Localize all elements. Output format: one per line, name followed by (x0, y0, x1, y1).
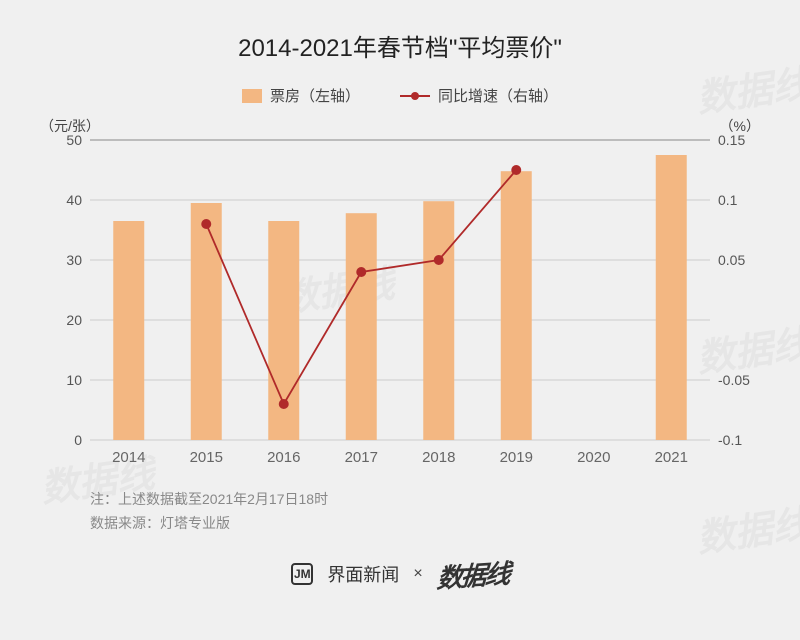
svg-text:10: 10 (66, 372, 82, 388)
footer-sep: × (413, 565, 422, 583)
legend-line-label: 同比增速（右轴） (438, 85, 558, 106)
bar (191, 203, 222, 440)
line-marker (434, 255, 444, 265)
brand2-label: 数据线 (435, 553, 509, 595)
bar (501, 171, 532, 440)
bar (113, 221, 144, 440)
bar (656, 155, 687, 440)
note-line-1: 注：上述数据截至2021年2月17日18时 (90, 488, 800, 512)
y-right-unit: （%） (720, 116, 760, 136)
brand1-icon: JM (291, 563, 313, 585)
legend: 票房（左轴） 同比增速（右轴） (0, 85, 800, 106)
svg-text:0.05: 0.05 (718, 252, 745, 268)
line-marker (356, 267, 366, 277)
svg-text:2017: 2017 (345, 449, 378, 466)
svg-text:20: 20 (66, 312, 82, 328)
svg-text:-0.1: -0.1 (718, 432, 742, 448)
svg-text:30: 30 (66, 252, 82, 268)
notes: 注：上述数据截至2021年2月17日18时 数据来源：灯塔专业版 (90, 488, 800, 536)
chart-svg: 01020304050-0.1-0.050.050.10.15201420152… (40, 116, 760, 470)
bar (346, 213, 377, 440)
y-left-unit: （元/张） (40, 116, 100, 136)
legend-line: 同比增速（右轴） (400, 85, 558, 106)
bar (423, 201, 454, 440)
svg-text:-0.05: -0.05 (718, 372, 750, 388)
svg-text:2014: 2014 (112, 449, 145, 466)
svg-text:0: 0 (74, 432, 82, 448)
svg-text:40: 40 (66, 192, 82, 208)
line-swatch (400, 95, 430, 97)
chart-area: （元/张） （%） 01020304050-0.1-0.050.050.10.1… (40, 116, 760, 470)
brand1-label: 界面新闻 (327, 561, 399, 587)
svg-text:2019: 2019 (500, 449, 533, 466)
note-line-2: 数据来源：灯塔专业版 (90, 512, 800, 536)
legend-bar-label: 票房（左轴） (270, 85, 360, 106)
line-marker (201, 219, 211, 229)
svg-text:2015: 2015 (190, 449, 223, 466)
line-marker (279, 399, 289, 409)
footer: JM 界面新闻 × 数据线 (0, 556, 800, 593)
svg-text:2021: 2021 (655, 449, 688, 466)
legend-bar: 票房（左轴） (242, 85, 360, 106)
svg-text:2016: 2016 (267, 449, 300, 466)
svg-text:0.1: 0.1 (718, 192, 738, 208)
chart-title: 2014-2021年春节档"平均票价" (0, 0, 800, 63)
bar-swatch (242, 89, 262, 103)
line-marker (511, 165, 521, 175)
svg-text:2020: 2020 (577, 449, 610, 466)
svg-text:2018: 2018 (422, 449, 455, 466)
